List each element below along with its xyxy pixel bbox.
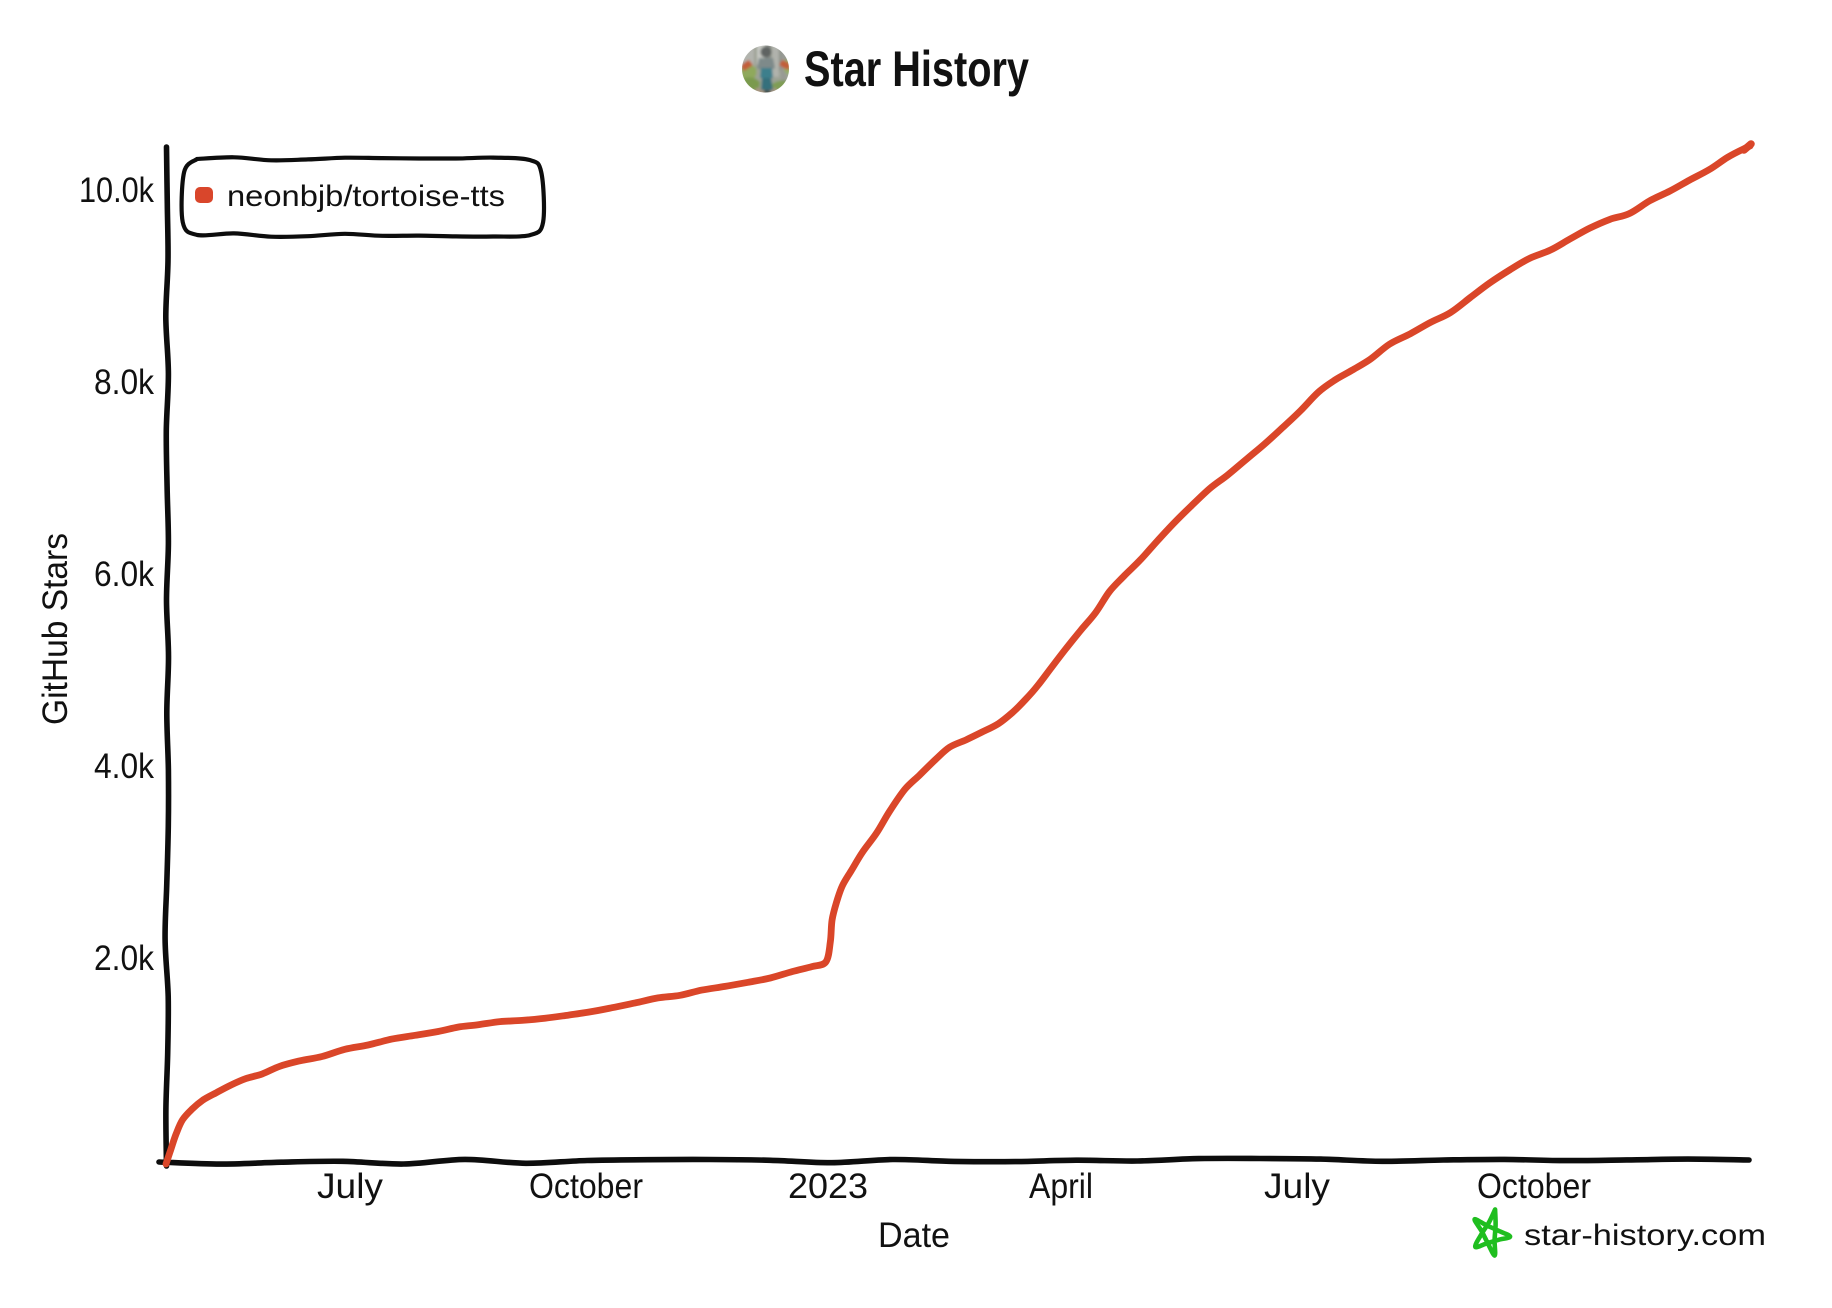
svg-text:July: July bbox=[1264, 1167, 1331, 1206]
svg-text:4.0k: 4.0k bbox=[94, 747, 154, 786]
svg-text:neonbjb/tortoise-tts: neonbjb/tortoise-tts bbox=[227, 180, 505, 213]
svg-text:Star History: Star History bbox=[804, 41, 1029, 97]
svg-text:8.0k: 8.0k bbox=[94, 363, 154, 402]
svg-text:star-history.com: star-history.com bbox=[1524, 1219, 1766, 1252]
svg-text:October: October bbox=[529, 1167, 643, 1206]
svg-text:GitHub Stars: GitHub Stars bbox=[36, 533, 75, 725]
svg-text:2.0k: 2.0k bbox=[94, 939, 154, 978]
svg-text:2023: 2023 bbox=[788, 1167, 868, 1206]
svg-text:10.0k: 10.0k bbox=[79, 171, 154, 210]
svg-text:April: April bbox=[1029, 1167, 1093, 1206]
svg-text:July: July bbox=[317, 1167, 384, 1206]
svg-text:6.0k: 6.0k bbox=[94, 555, 154, 594]
svg-text:Date: Date bbox=[878, 1216, 950, 1255]
svg-text:October: October bbox=[1477, 1167, 1591, 1206]
